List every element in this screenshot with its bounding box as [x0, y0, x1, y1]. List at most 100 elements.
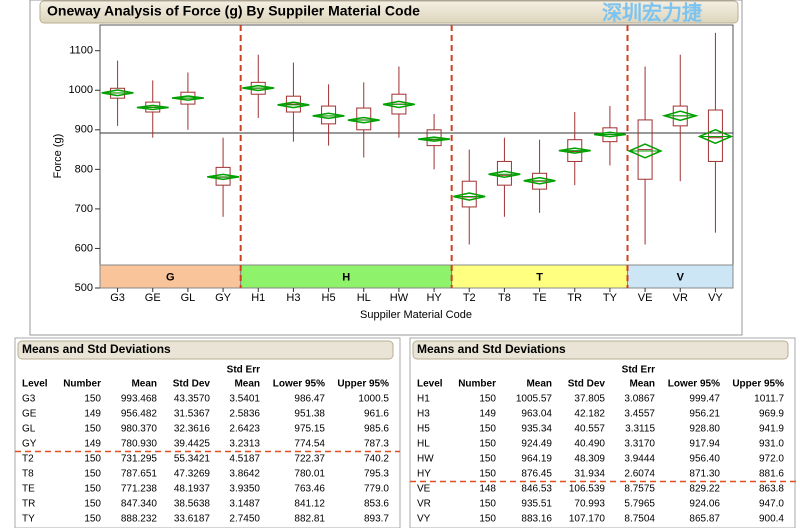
- table-cell: 150: [479, 454, 496, 465]
- table-cell: 972.0: [759, 454, 784, 465]
- table-cell: 928.80: [689, 424, 720, 435]
- table-cell: 787.651: [121, 469, 158, 480]
- y-tick-label: 1000: [69, 84, 93, 96]
- table-cell: 924.49: [521, 439, 552, 450]
- table-cell: 2.6074: [624, 469, 655, 480]
- table-cell: GY: [22, 439, 37, 450]
- x-tick-label: TR: [567, 292, 582, 304]
- table-cell: 150: [479, 499, 496, 510]
- x-tick-label: HW: [390, 292, 409, 304]
- table-cell: 780.01: [294, 469, 325, 480]
- table-cell: 963.04: [521, 409, 552, 420]
- column-header: Std Err: [227, 365, 260, 376]
- table-cell: 4.5187: [229, 454, 260, 465]
- table-cell: 935.51: [521, 499, 552, 510]
- table-cell: GL: [22, 424, 36, 435]
- column-header: Level: [22, 379, 48, 390]
- table-cell: 3.9444: [624, 454, 655, 465]
- table-cell: 150: [84, 424, 101, 435]
- table-cell: 150: [479, 439, 496, 450]
- table-cell: 931.0: [759, 439, 784, 450]
- table-cell: TY: [22, 514, 35, 525]
- table-cell: 150: [479, 394, 496, 405]
- table-cell: 106.539: [569, 484, 606, 495]
- table-cell: 871.30: [689, 469, 720, 480]
- table-cell: 38.5638: [174, 499, 211, 510]
- x-tick-label: HL: [357, 292, 371, 304]
- y-tick-label: 700: [75, 203, 93, 215]
- table-cell: H3: [417, 409, 430, 420]
- table-cell: 40.557: [574, 424, 605, 435]
- x-tick-label: TE: [533, 292, 547, 304]
- table-cell: 3.9350: [229, 484, 260, 495]
- table-cell: 947.0: [759, 499, 784, 510]
- table-cell: 3.3170: [624, 439, 655, 450]
- table-cell: 33.6187: [174, 514, 211, 525]
- table-cell: 1011.7: [754, 394, 784, 405]
- column-header: Lower 95%: [668, 379, 720, 390]
- table-cell: 975.15: [294, 424, 325, 435]
- table-cell: 969.9: [759, 409, 784, 420]
- group-label: T: [536, 271, 543, 283]
- table-cell: 956.21: [689, 409, 720, 420]
- table-cell: 2.7450: [229, 514, 260, 525]
- table-cell: G3: [22, 394, 36, 405]
- x-tick-label: H5: [322, 292, 336, 304]
- table-cell: 956.40: [689, 454, 720, 465]
- table-cell: 941.9: [759, 424, 784, 435]
- x-tick-label: H3: [286, 292, 300, 304]
- group-label: G: [166, 271, 175, 283]
- column-header: Upper 95%: [337, 379, 389, 390]
- table-cell: 993.468: [121, 394, 158, 405]
- table-cell: 48.1937: [174, 484, 211, 495]
- table-cell: 771.238: [121, 484, 158, 495]
- group-label: V: [677, 271, 685, 283]
- column-header: Upper 95%: [732, 379, 784, 390]
- table-cell: 883.16: [521, 514, 552, 525]
- column-header: Mean: [526, 379, 552, 390]
- table-cell: 961.6: [364, 409, 389, 420]
- table-cell: 150: [84, 469, 101, 480]
- table-cell: T2: [22, 454, 34, 465]
- table-cell: 956.482: [121, 409, 158, 420]
- table-cell: 893.7: [364, 514, 389, 525]
- table-panel: [409, 337, 796, 528]
- table-cell: 847.340: [121, 499, 158, 510]
- column-header: Level: [417, 379, 443, 390]
- table-cell: 999.47: [689, 394, 720, 405]
- table-cell: 3.5401: [229, 394, 260, 405]
- table-cell: 964.19: [521, 454, 552, 465]
- y-tick-label: 900: [75, 124, 93, 136]
- table-panel: [14, 337, 401, 528]
- column-header: Mean: [629, 379, 655, 390]
- y-tick-label: 600: [75, 242, 93, 254]
- table-cell: 2.5836: [229, 409, 260, 420]
- box: [215, 166, 231, 186]
- table-cell: 774.54: [294, 439, 325, 450]
- x-tick-label: G3: [110, 292, 125, 304]
- table-cell: GE: [22, 409, 37, 420]
- x-tick-label: VY: [708, 292, 723, 304]
- table-cell: 150: [479, 514, 496, 525]
- table-cell: 107.170: [569, 514, 606, 525]
- table-cell: HL: [417, 439, 430, 450]
- x-tick-label: HY: [426, 292, 442, 304]
- table-cell: 149: [84, 439, 101, 450]
- table-cell: 47.3269: [174, 469, 211, 480]
- table-cell: 829.22: [689, 484, 720, 495]
- table-cell: 779.0: [364, 484, 389, 495]
- table-cell: 3.3115: [625, 424, 655, 435]
- column-header: Lower 95%: [273, 379, 325, 390]
- table-cell: 3.2313: [229, 439, 260, 450]
- column-header: Std Err: [622, 365, 655, 376]
- table-cell: 986.47: [294, 394, 325, 405]
- table-cell: 70.993: [574, 499, 605, 510]
- y-tick-label: 1100: [69, 45, 93, 57]
- watermark: 深圳宏力捷: [602, 0, 703, 24]
- column-header: Number: [458, 379, 496, 390]
- table-cell: 150: [479, 469, 496, 480]
- table-cell: 882.81: [294, 514, 325, 525]
- table-cell: 722.37: [294, 454, 325, 465]
- table-cell: 150: [479, 424, 496, 435]
